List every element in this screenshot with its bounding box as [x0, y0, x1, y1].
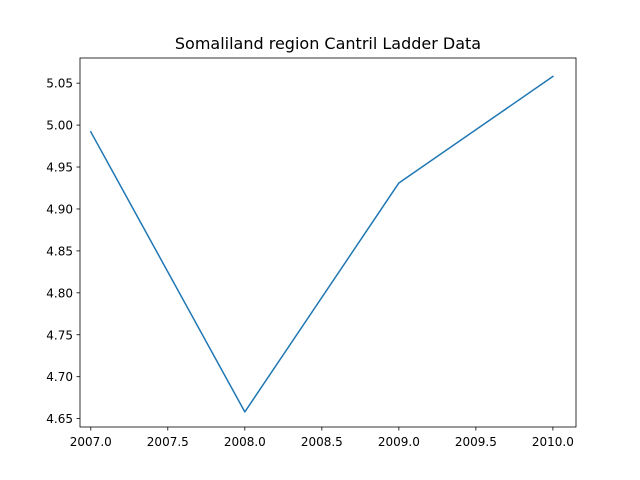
y-tick-label: 4.65	[46, 412, 73, 426]
x-tick-label: 2009.5	[455, 435, 497, 449]
y-axis: 4.65 4.70 4.75 4.80 4.85 4.90 4.95 5.00 5.05	[46, 77, 80, 426]
x-tick-label: 2008.5	[301, 435, 343, 449]
x-tick-label: 2008.0	[224, 435, 266, 449]
x-tick-label: 2010.0	[532, 435, 574, 449]
y-tick-label: 4.95	[46, 161, 73, 175]
x-tick-label: 2007.0	[70, 435, 112, 449]
y-tick-label: 5.00	[46, 119, 73, 133]
y-tick-label: 5.05	[46, 77, 73, 91]
y-tick-label: 4.80	[46, 286, 73, 300]
y-tick-label: 4.85	[46, 244, 73, 258]
series-line	[89, 75, 554, 413]
chart-title: Somaliland region Cantril Ladder Data	[175, 34, 481, 53]
x-tick-label: 2007.5	[147, 435, 189, 449]
y-tick-label: 4.70	[46, 370, 73, 384]
series-layer	[89, 75, 554, 413]
y-tick-label: 4.90	[46, 202, 73, 216]
x-tick-label: 2009.0	[378, 435, 420, 449]
y-tick-label: 4.75	[46, 328, 73, 342]
x-axis: 2007.0 2007.5 2008.0 2008.5 2009.0 2009.5 2010…	[70, 427, 574, 449]
plot-frame	[79, 57, 577, 428]
